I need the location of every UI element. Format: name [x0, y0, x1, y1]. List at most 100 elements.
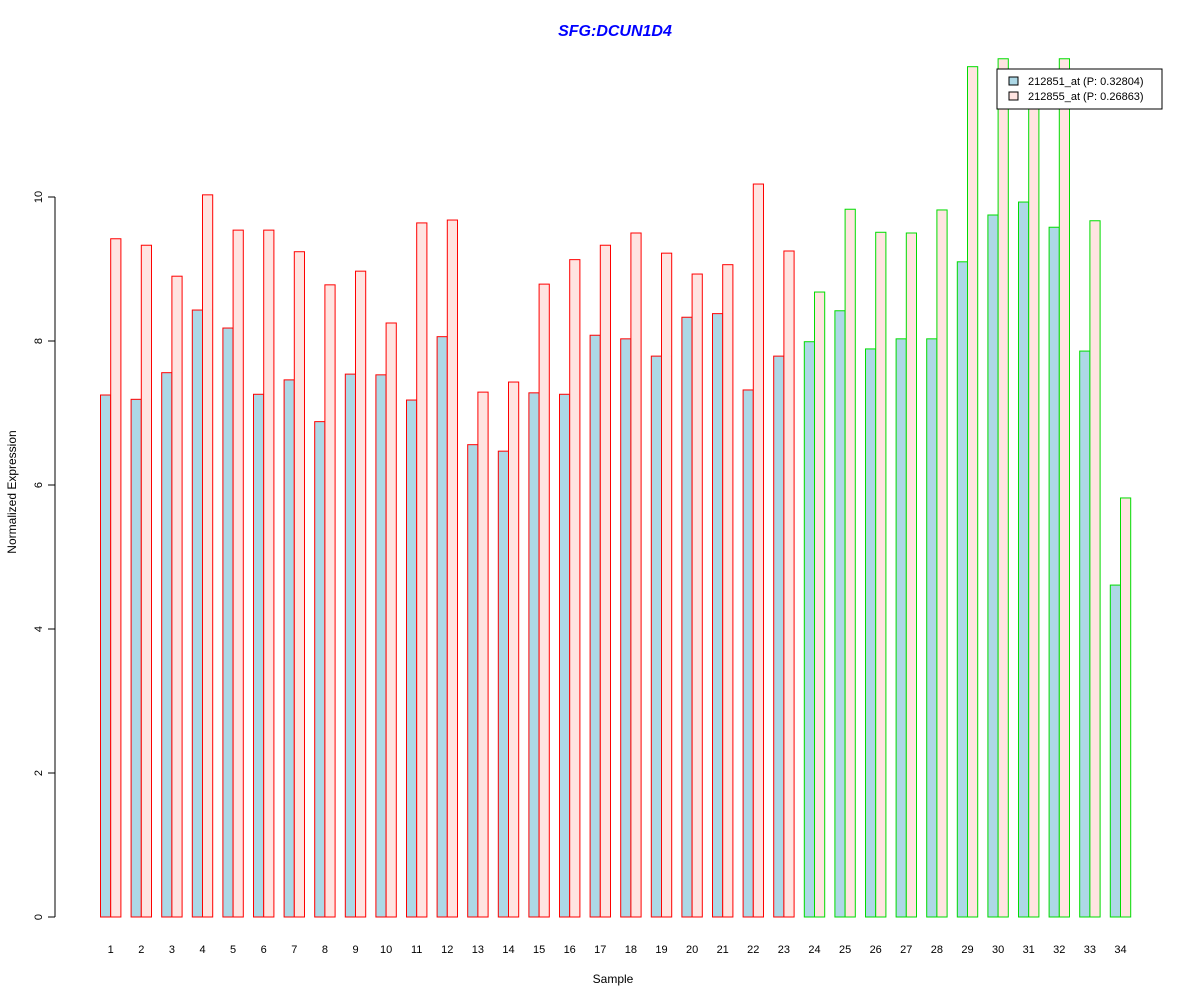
- bar-2-sample-23: [783, 250, 795, 918]
- y-tick-label: 6: [33, 482, 45, 488]
- x-tick-label: 29: [961, 944, 973, 956]
- x-tick-label: 32: [1053, 944, 1065, 956]
- x-tick-label: 3: [169, 944, 175, 956]
- x-tick-label: 5: [230, 944, 236, 956]
- bar-1-sample-23: [773, 355, 785, 918]
- bar-2-sample-22: [752, 183, 764, 918]
- x-tick-label: 27: [900, 944, 912, 956]
- bar-2-sample-7: [293, 251, 305, 918]
- bar-2-sample-17: [599, 244, 611, 918]
- x-tick-label: 30: [992, 944, 1004, 956]
- bar-1-sample-21: [712, 313, 724, 918]
- bar-1-sample-34: [1109, 584, 1122, 918]
- bar-2-sample-24: [814, 291, 826, 918]
- bar-2-sample-1: [110, 238, 122, 918]
- bar-1-sample-19: [650, 355, 662, 918]
- bar-2-sample-8: [324, 284, 336, 918]
- bar-1-sample-15: [528, 392, 540, 918]
- bar-1-sample-6: [253, 393, 265, 918]
- x-axis-label: Sample: [593, 972, 634, 986]
- x-tick-label: 17: [594, 944, 606, 956]
- bar-2-sample-4: [202, 194, 214, 918]
- bar-1-sample-20: [681, 316, 693, 918]
- bar-1-sample-17: [589, 334, 601, 918]
- x-tick-label: 25: [839, 944, 851, 956]
- x-tick-label: 24: [808, 944, 820, 956]
- x-tick-label: 18: [625, 944, 637, 956]
- x-tick-label: 31: [1023, 944, 1035, 956]
- y-tick-label: 10: [33, 191, 45, 203]
- bar-1-sample-13: [467, 444, 479, 918]
- bar-1-sample-14: [497, 450, 509, 918]
- y-tick-label: 4: [33, 626, 45, 632]
- x-tick-label: 14: [502, 944, 514, 956]
- x-tick-label: 12: [441, 944, 453, 956]
- bar-2-sample-3: [171, 275, 183, 918]
- bar-1-sample-27: [895, 338, 907, 918]
- x-tick-label: 11: [411, 944, 422, 956]
- x-tick-label: 10: [380, 944, 392, 956]
- x-tick-label: 13: [472, 944, 484, 956]
- bar-1-sample-11: [406, 399, 418, 918]
- x-tick-label: 26: [870, 944, 882, 956]
- bar-1-sample-5: [222, 327, 234, 918]
- bar-1-sample-25: [834, 310, 846, 918]
- y-tick-label: 0: [33, 914, 45, 920]
- chart-title: SFG:DCUN1D4: [558, 23, 672, 40]
- x-tick-label: 21: [717, 944, 729, 956]
- bar-2-sample-27: [905, 232, 917, 918]
- bar-2-sample-16: [569, 259, 581, 918]
- bar-2-sample-34: [1120, 497, 1132, 918]
- bar-1-sample-31: [1018, 201, 1030, 918]
- bar-2-sample-32: [1058, 58, 1071, 918]
- bar-1-sample-12: [436, 336, 448, 918]
- legend-label-1: 212851_at (P: 0.32804): [1028, 76, 1144, 88]
- bar-2-sample-14: [508, 381, 520, 918]
- bar-1-sample-30: [987, 214, 999, 918]
- bar-2-sample-11: [416, 222, 428, 918]
- bar-1-sample-10: [375, 374, 387, 918]
- x-tick-label: 4: [199, 944, 205, 956]
- x-tick-label: 9: [352, 944, 358, 956]
- bar-1-sample-28: [926, 338, 938, 918]
- x-tick-label: 23: [778, 944, 790, 956]
- bar-2-sample-29: [967, 66, 979, 918]
- bar-2-sample-15: [538, 283, 550, 918]
- x-tick-label: 22: [747, 944, 759, 956]
- legend-swatch-2: [1008, 91, 1019, 101]
- bar-1-sample-22: [742, 389, 754, 918]
- bar-1-sample-9: [344, 373, 356, 918]
- x-tick-label: 8: [322, 944, 328, 956]
- x-tick-label: 33: [1084, 944, 1096, 956]
- x-tick-label: 20: [686, 944, 698, 956]
- bar-1-sample-1: [100, 394, 112, 918]
- x-tick-label: 19: [655, 944, 667, 956]
- legend-box: [996, 68, 1163, 110]
- bar-2-sample-2: [140, 244, 153, 918]
- x-tick-label: 28: [931, 944, 943, 956]
- bar-1-sample-7: [283, 379, 295, 918]
- y-axis-label: Normalized Expression: [5, 430, 19, 553]
- bar-2-sample-33: [1089, 220, 1101, 918]
- bar-2-sample-28: [936, 209, 948, 918]
- bar-2-sample-26: [875, 231, 887, 918]
- bar-1-sample-29: [956, 261, 968, 918]
- bar-1-sample-8: [314, 421, 326, 918]
- bar-1-sample-33: [1079, 350, 1091, 918]
- bar-2-sample-10: [385, 322, 397, 918]
- x-tick-label: 15: [533, 944, 545, 956]
- bar-1-sample-32: [1048, 226, 1060, 918]
- bar-1-sample-18: [620, 338, 632, 918]
- bar-1-sample-2: [130, 398, 142, 918]
- x-tick-label: 1: [108, 944, 114, 956]
- bar-2-sample-21: [722, 264, 734, 918]
- bar-1-sample-24: [803, 341, 815, 918]
- x-tick-label: 34: [1114, 944, 1126, 956]
- y-tick-label: 2: [33, 770, 45, 776]
- x-tick-label: 7: [291, 944, 297, 956]
- legend-swatch-1: [1008, 76, 1019, 86]
- bar-2-sample-13: [477, 391, 489, 918]
- bar-2-sample-12: [446, 219, 458, 918]
- bar-2-sample-30: [997, 58, 1009, 918]
